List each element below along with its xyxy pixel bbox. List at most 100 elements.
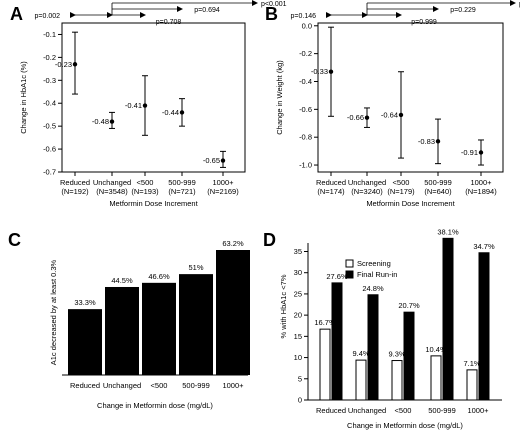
- panel-a-value-label: -0.65: [203, 156, 220, 165]
- panel-d-x-tick-label: 500-999: [428, 406, 456, 415]
- panel-b-mean-point: [478, 150, 484, 155]
- panel-a-p-value: p=0.708: [156, 19, 182, 26]
- panel-b-y-tick-label: 0.0: [302, 21, 312, 30]
- panel-a-y-tick-label: -0.4: [43, 99, 56, 108]
- panel-d-value-label: 16.7%: [314, 318, 336, 327]
- panel-d-y-tick-label: 15: [294, 332, 302, 341]
- panel-a-value-label: -0.41: [125, 101, 142, 110]
- panel-b-x-tick-label: Unchanged: [348, 178, 386, 187]
- panel-d-bar-final-run-in: [442, 237, 454, 401]
- panel-d-value-label: 24.8%: [362, 284, 384, 293]
- panel-b-x-tick-label: 500-999: [424, 178, 452, 187]
- panel-a-p-value: p=0.002: [35, 13, 61, 20]
- panel-d-bar-final-run-in: [367, 294, 379, 401]
- panel-a-p-value: p<0.001: [261, 1, 287, 8]
- panel-b-x-axis-label: Metformin Dose Increment: [366, 199, 455, 208]
- panel-a-x-tick-label: 500-999: [168, 178, 196, 187]
- panel-b-p-value: p=0.146: [291, 13, 317, 20]
- panel-c-value-label: 63.2%: [222, 239, 244, 248]
- panel-b-letter: B: [265, 4, 278, 24]
- panel-b-mean-point: [328, 69, 334, 74]
- panel-b-value-label: -0.83: [418, 137, 435, 146]
- panel-a-p-value: p=0.694: [194, 7, 220, 14]
- panel-a-x-axis-label: Metformin Dose Increment: [109, 199, 198, 208]
- panel-b-mean-point: [364, 115, 370, 120]
- panel-b-x-tick-label: <500: [393, 178, 410, 187]
- panel-d-legend-swatch: [345, 270, 354, 279]
- panel-a-sample-size-label: (N=721): [168, 187, 196, 196]
- panel-a-plot-frame: [61, 22, 246, 173]
- panel-b-y-tick-label: -0.4: [299, 77, 312, 86]
- panel-c-bar: [142, 282, 176, 375]
- panel-d-bar-screening: [430, 355, 442, 401]
- panel-c-x-tick-label: <500: [151, 381, 168, 390]
- panel-b-sample-size-label: (N=640): [424, 187, 452, 196]
- panel-d-bar-screening: [319, 328, 331, 401]
- panel-d-legend-label: Final Run-in: [357, 270, 397, 279]
- panel-a-y-axis-label: Change in HbA1c (%): [19, 61, 28, 134]
- panel-c-value-label: 46.6%: [148, 272, 170, 281]
- panel-a-mean-point: [179, 110, 185, 115]
- panel-d-x-tick-label: 1000+: [467, 406, 489, 415]
- panel-b-sample-size-label: (N=3240): [351, 187, 383, 196]
- panel-a-y-tick-label: -0.1: [43, 30, 56, 39]
- panel-b-sample-size-label: (N=174): [317, 187, 345, 196]
- panel-c-x-tick-label: Unchanged: [103, 381, 141, 390]
- panel-c-x-tick-label: 1000+: [222, 381, 244, 390]
- panel-c-value-label: 33.3%: [74, 298, 96, 307]
- panel-a-sample-size-label: (N=192): [61, 187, 89, 196]
- panel-c-bar: [105, 286, 139, 375]
- panel-d-x-tick-label: <500: [395, 406, 412, 415]
- panel-b-value-label: -0.66: [347, 113, 364, 122]
- panel-d-bar-screening: [466, 369, 478, 401]
- panel-d-bar-screening: [355, 359, 367, 401]
- panel-d-bar-final-run-in: [403, 311, 415, 401]
- panel-d-bar-final-run-in: [478, 252, 490, 401]
- panel-a-x-tick-label: <500: [137, 178, 154, 187]
- panel-b-p-value: p=0.999: [411, 19, 437, 26]
- panel-b-y-tick-label: -0.2: [299, 49, 312, 58]
- panel-b-y-axis-label: Change in Weight (kg): [275, 60, 284, 135]
- panel-d-y-tick-label: 35: [294, 247, 302, 256]
- panel-d-bar-final-run-in: [331, 282, 343, 401]
- panel-b-mean-point: [435, 139, 441, 144]
- panel-a-sample-size-label: (N=2169): [207, 187, 239, 196]
- panel-a-y-tick-label: -0.2: [43, 53, 56, 62]
- panel-c-bar: [216, 250, 250, 375]
- panel-d-bar-screening: [391, 360, 403, 401]
- panel-c-bar: [179, 274, 213, 375]
- panel-a-x-tick-label: Reduced: [60, 178, 90, 187]
- panel-d-x-tick-label: Unchanged: [348, 406, 386, 415]
- panel-b-x-tick-label: 1000+: [470, 178, 492, 187]
- panel-a-letter: A: [10, 4, 23, 24]
- panel-b-p-value: p=0.229: [450, 7, 476, 14]
- panel-d-y-tick-label: 30: [294, 268, 302, 277]
- panel-d-y-tick-label: 25: [294, 289, 302, 298]
- panel-a-x-tick-label: Unchanged: [93, 178, 131, 187]
- panel-d-y-tick-label: 10: [294, 353, 302, 362]
- panel-a-y-tick-label: -0.3: [43, 76, 56, 85]
- panel-a-sample-size-label: (N=193): [131, 187, 159, 196]
- panel-b-sample-size-label: (N=179): [387, 187, 415, 196]
- panel-d-value-label: 38.1%: [437, 227, 459, 236]
- panel-b-y-tick-label: -0.6: [299, 105, 312, 114]
- panel-d-value-label: 10.4%: [425, 345, 447, 354]
- panel-b-y-tick-label: -0.8: [299, 133, 312, 142]
- panel-d-value-label: 7.1%: [463, 359, 480, 368]
- panel-b-mean-point: [398, 112, 404, 118]
- panel-d-y-tick-label: 20: [294, 311, 302, 320]
- panel-c-bar: [68, 309, 102, 375]
- panel-b-value-label: -0.91: [461, 148, 478, 157]
- panel-c-letter: C: [8, 230, 21, 250]
- panel-d-x-tick-label: Reduced: [316, 406, 346, 415]
- panel-d-value-label: 27.6%: [326, 272, 348, 281]
- panel-a-y-tick-label: -0.6: [43, 145, 56, 154]
- panel-d-value-label: 34.7%: [473, 242, 495, 251]
- panel-b-sample-size-label: (N=1894): [465, 187, 497, 196]
- panel-d-value-label: 9.3%: [388, 350, 405, 359]
- panel-b-value-label: -0.33: [311, 67, 328, 76]
- panel-a-y-tick-label: -0.7: [43, 168, 56, 177]
- panel-d-value-label: 9.4%: [352, 349, 369, 358]
- panel-d-value-label: 20.7%: [398, 301, 420, 310]
